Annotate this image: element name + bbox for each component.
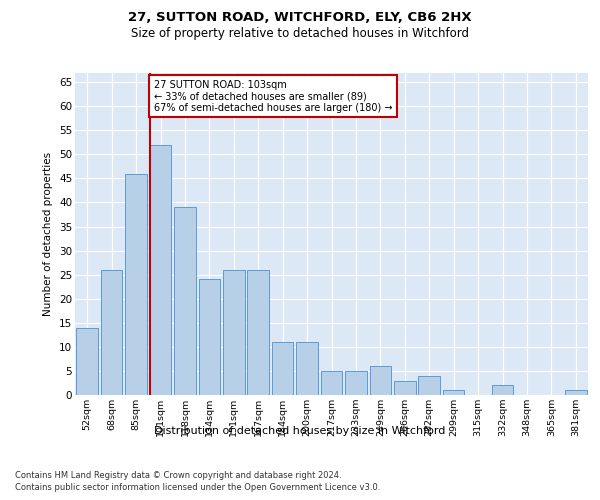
- Bar: [394, 380, 416, 395]
- Text: Contains public sector information licensed under the Open Government Licence v3: Contains public sector information licen…: [15, 484, 380, 492]
- Text: Size of property relative to detached houses in Witchford: Size of property relative to detached ho…: [131, 28, 469, 40]
- Bar: [199, 280, 220, 395]
- Bar: [345, 371, 367, 395]
- Text: Distribution of detached houses by size in Witchford: Distribution of detached houses by size …: [154, 426, 446, 436]
- Bar: [492, 386, 513, 395]
- Bar: [565, 390, 587, 395]
- Text: 27, SUTTON ROAD, WITCHFORD, ELY, CB6 2HX: 27, SUTTON ROAD, WITCHFORD, ELY, CB6 2HX: [128, 11, 472, 24]
- Bar: [272, 342, 293, 395]
- Y-axis label: Number of detached properties: Number of detached properties: [43, 152, 53, 316]
- Bar: [321, 371, 342, 395]
- Bar: [101, 270, 122, 395]
- Text: 27 SUTTON ROAD: 103sqm
← 33% of detached houses are smaller (89)
67% of semi-det: 27 SUTTON ROAD: 103sqm ← 33% of detached…: [154, 80, 392, 113]
- Bar: [150, 144, 171, 395]
- Bar: [247, 270, 269, 395]
- Bar: [125, 174, 147, 395]
- Bar: [296, 342, 318, 395]
- Text: Contains HM Land Registry data © Crown copyright and database right 2024.: Contains HM Land Registry data © Crown c…: [15, 471, 341, 480]
- Bar: [174, 208, 196, 395]
- Bar: [370, 366, 391, 395]
- Bar: [418, 376, 440, 395]
- Bar: [76, 328, 98, 395]
- Bar: [443, 390, 464, 395]
- Bar: [223, 270, 245, 395]
